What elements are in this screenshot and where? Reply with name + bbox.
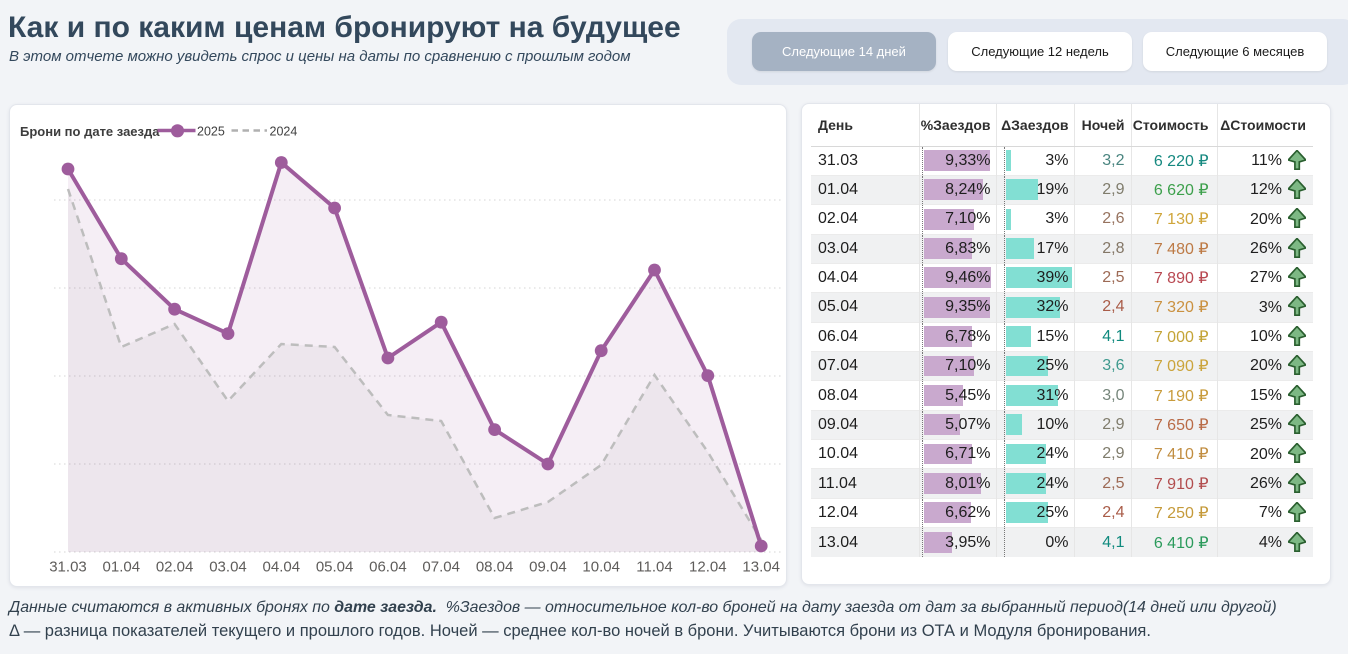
svg-text:01.04: 01.04 (103, 559, 141, 576)
svg-text:2024: 2024 (270, 124, 298, 138)
svg-text:12.04: 12.04 (689, 559, 727, 576)
svg-text:2025: 2025 (197, 124, 225, 138)
svg-text:10.04: 10.04 (582, 559, 620, 576)
svg-text:31.03: 31.03 (49, 559, 87, 576)
svg-text:02.04: 02.04 (156, 559, 194, 576)
svg-text:13.04: 13.04 (742, 559, 780, 576)
svg-text:05.04: 05.04 (316, 559, 354, 576)
svg-text:11.04: 11.04 (636, 559, 672, 576)
svg-text:06.04: 06.04 (369, 559, 407, 576)
svg-text:07.04: 07.04 (422, 559, 460, 576)
svg-text:04.04: 04.04 (263, 559, 301, 576)
svg-text:03.04: 03.04 (209, 559, 247, 576)
svg-text:08.04: 08.04 (476, 559, 514, 576)
svg-text:09.04: 09.04 (529, 559, 567, 576)
